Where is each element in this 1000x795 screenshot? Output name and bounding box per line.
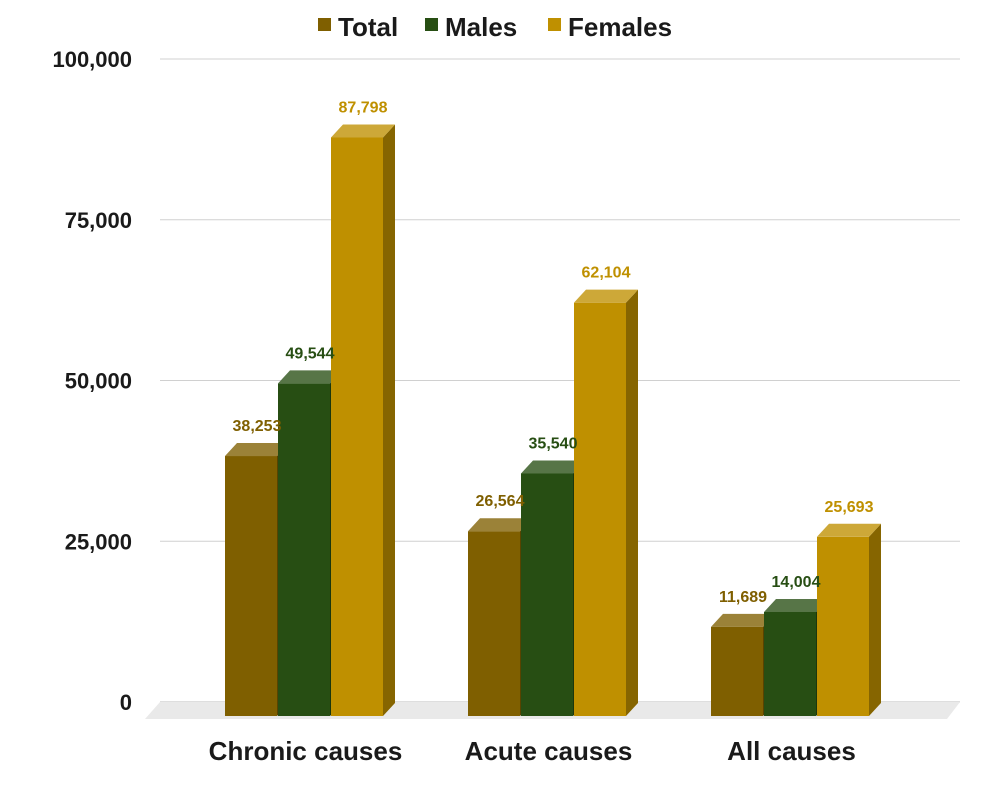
y-tick-label: 0 bbox=[120, 690, 132, 715]
bar bbox=[574, 289, 638, 716]
value-label: 11,689 bbox=[719, 589, 767, 606]
y-tick-label: 50,000 bbox=[65, 369, 132, 394]
x-category-label: All causes bbox=[727, 736, 856, 766]
legend-label: Males bbox=[445, 12, 517, 42]
value-label: 26,564 bbox=[476, 493, 525, 510]
bar-side bbox=[626, 289, 638, 716]
chart-legend: Total Males Females bbox=[318, 12, 672, 42]
value-label: 14,004 bbox=[772, 574, 821, 591]
bar-front bbox=[331, 137, 383, 716]
legend-item: Females bbox=[548, 12, 672, 42]
bar bbox=[817, 523, 881, 716]
legend-item: Total bbox=[318, 12, 398, 42]
bar bbox=[331, 124, 395, 716]
legend-label: Females bbox=[568, 12, 672, 42]
value-labels: 38,253 49,544 87,798 26,564 35,540 62,104 11,6… bbox=[233, 99, 874, 605]
y-tick-label: 100,000 bbox=[52, 47, 132, 72]
x-category-label: Acute causes bbox=[465, 736, 633, 766]
bar-side bbox=[383, 124, 395, 716]
bar-front bbox=[574, 302, 626, 716]
value-label: 25,693 bbox=[825, 499, 874, 516]
bar-front bbox=[764, 611, 816, 716]
bar-top bbox=[331, 124, 395, 138]
bar bbox=[225, 443, 289, 716]
bar-top bbox=[468, 518, 532, 532]
value-label: 62,104 bbox=[582, 265, 631, 282]
bar-front bbox=[468, 531, 520, 716]
legend-item: Males bbox=[425, 12, 517, 42]
bar-side bbox=[869, 523, 881, 716]
x-category-label: Chronic causes bbox=[209, 736, 403, 766]
bar-front bbox=[817, 536, 869, 716]
bar-series bbox=[225, 124, 881, 716]
bar-top bbox=[764, 598, 828, 612]
bar bbox=[764, 598, 828, 716]
bar-top bbox=[711, 613, 775, 627]
bar-front bbox=[521, 473, 573, 716]
value-label: 35,540 bbox=[529, 435, 578, 452]
value-label: 49,544 bbox=[286, 345, 335, 362]
legend-label: Total bbox=[338, 12, 398, 42]
legend-swatch bbox=[548, 18, 561, 31]
bar-top bbox=[817, 523, 881, 537]
bar-top bbox=[278, 370, 342, 384]
x-axis-categories: Chronic causes Acute causes All causes bbox=[209, 736, 856, 766]
bar-top bbox=[574, 289, 638, 303]
y-axis-ticks: 0 25,000 50,000 75,000 100,000 bbox=[52, 47, 132, 715]
bar-front bbox=[278, 383, 330, 716]
bar-front bbox=[225, 456, 277, 716]
value-label: 87,798 bbox=[339, 99, 388, 116]
y-tick-label: 75,000 bbox=[65, 208, 132, 233]
bar-top bbox=[225, 443, 289, 457]
legend-swatch bbox=[318, 18, 331, 31]
y-tick-label: 25,000 bbox=[65, 529, 132, 554]
bar-top bbox=[521, 460, 585, 474]
legend-swatch bbox=[425, 18, 438, 31]
bar-front bbox=[711, 626, 763, 716]
value-label: 38,253 bbox=[233, 418, 282, 435]
